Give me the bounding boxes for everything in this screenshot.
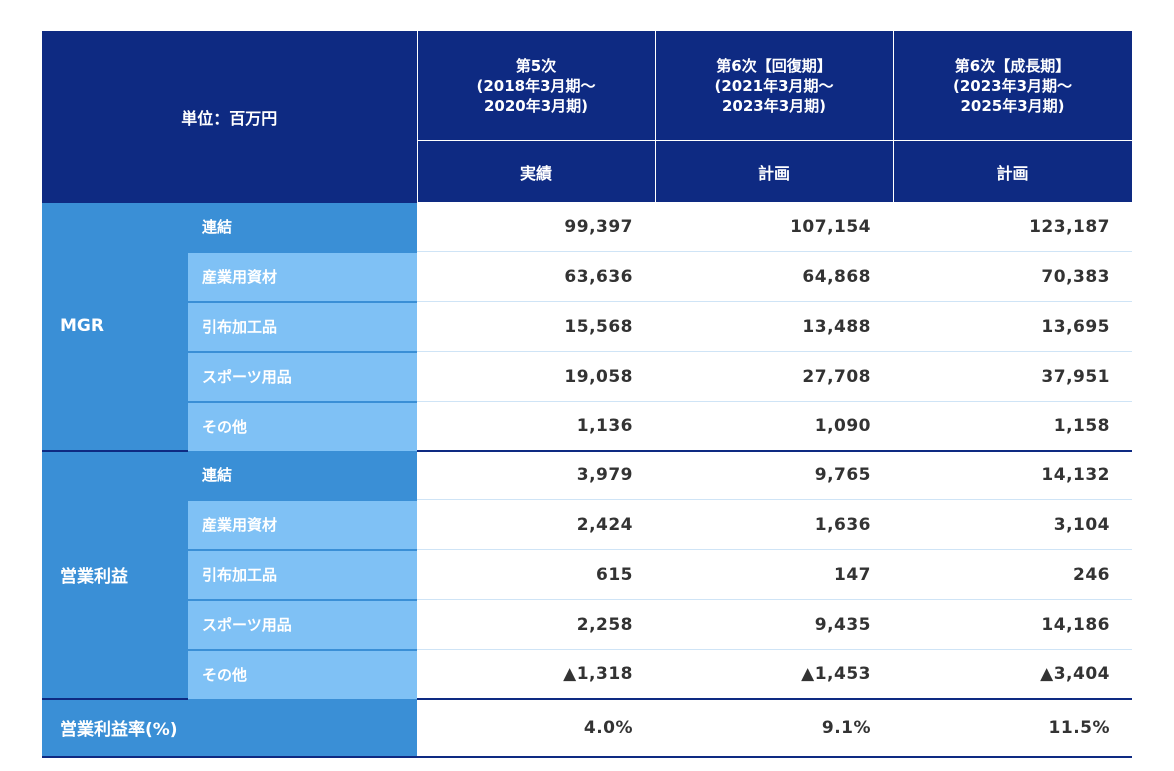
table-cell: 2,424 <box>417 499 656 550</box>
column-type-2: 計画 <box>654 140 894 203</box>
table-cell: 9.1% <box>655 698 894 758</box>
table-cell: 615 <box>417 549 656 600</box>
table-cell: 11.5% <box>893 698 1133 758</box>
row-label: 産業用資材 <box>188 251 418 303</box>
table-row: 引布加工品 615 147 246 <box>42 549 1133 601</box>
row-label: 連結 <box>188 202 418 253</box>
column-type-1: 実績 <box>416 140 656 203</box>
row-label: 引布加工品 <box>188 301 418 353</box>
table-row: スポーツ用品 19,058 27,708 37,951 <box>42 351 1133 403</box>
period-3-range-end: 2025年3月期) <box>960 96 1065 115</box>
table-row: スポーツ用品 2,258 9,435 14,186 <box>42 599 1133 651</box>
period-2-range-start: (2021年3月期〜 <box>714 76 834 95</box>
group-label-mgr: MGR <box>42 202 188 452</box>
table-row: その他 1,136 1,090 1,158 <box>42 401 1133 452</box>
column-header-period-2: 第6次【回復期】 (2021年3月期〜 2023年3月期) <box>654 30 894 141</box>
column-header-period-3: 第6次【成長期】 (2023年3月期〜 2025年3月期) <box>892 30 1133 141</box>
table-cell: 27,708 <box>655 351 894 402</box>
table-cell: 1,090 <box>655 401 894 452</box>
table-cell: 13,695 <box>893 301 1133 352</box>
table-cell: 1,636 <box>655 499 894 550</box>
row-label: その他 <box>188 649 418 699</box>
table-cell: 19,058 <box>417 351 656 402</box>
column-header-period-1: 第5次 (2018年3月期〜 2020年3月期) <box>416 30 656 141</box>
row-label: スポーツ用品 <box>188 599 418 651</box>
column-type-3: 計画 <box>892 140 1133 203</box>
period-1-range-end: 2020年3月期) <box>483 96 589 115</box>
table-cell: 63,636 <box>417 251 656 302</box>
row-label: 引布加工品 <box>188 549 418 601</box>
period-3-range-start: (2023年3月期〜 <box>952 76 1073 95</box>
table-cell: 147 <box>655 549 894 600</box>
period-1-range-start: (2018年3月期〜 <box>476 76 596 95</box>
table-row: 引布加工品 15,568 13,488 13,695 <box>42 301 1133 353</box>
table-cell: 9,765 <box>655 450 894 500</box>
table-cell: 2,258 <box>417 599 656 650</box>
period-1-title: 第5次 <box>515 56 557 75</box>
header-row-period: 単位：百万円 第5次 (2018年3月期〜 2020年3月期) 第6次【回復期】… <box>42 30 1133 203</box>
table-cell: 246 <box>893 549 1133 600</box>
table-cell: ▲1,453 <box>655 649 894 700</box>
table-cell: 14,186 <box>893 599 1133 650</box>
table-cell: 37,951 <box>893 351 1133 402</box>
table-row: その他 ▲1,318 ▲1,453 ▲3,404 <box>42 649 1133 700</box>
period-3-title: 第6次【成長期】 <box>954 56 1071 75</box>
table-cell: 14,132 <box>893 450 1133 500</box>
period-2-title: 第6次【回復期】 <box>716 56 832 75</box>
row-label: 産業用資材 <box>188 499 418 551</box>
table-cell: 9,435 <box>655 599 894 650</box>
table-cell: ▲1,318 <box>417 649 656 700</box>
table-row: 営業利益 連結 3,979 9,765 14,132 <box>42 450 1133 700</box>
table-cell: 1,158 <box>893 401 1133 452</box>
table-row-operating-margin: 営業利益率(%) 4.0% 9.1% 11.5% <box>42 698 1133 758</box>
table-cell: 3,979 <box>417 450 656 500</box>
table-cell: 13,488 <box>655 301 894 352</box>
table-cell: ▲3,404 <box>893 649 1133 700</box>
table-row: MGR 連結 99,397 107,154 123,187 <box>42 202 1133 452</box>
unit-label: 単位：百万円 <box>42 30 418 203</box>
row-label: スポーツ用品 <box>188 351 418 403</box>
table-cell: 4.0% <box>417 698 656 758</box>
table-cell: 70,383 <box>893 251 1133 302</box>
table-row: 産業用資材 63,636 64,868 70,383 <box>42 251 1133 303</box>
header-row-type: 実績 計画 計画 <box>42 140 1133 203</box>
table-cell: 1,136 <box>417 401 656 452</box>
row-label: その他 <box>188 401 418 451</box>
period-2-range-end: 2023年3月期) <box>721 96 827 115</box>
operating-margin-label: 営業利益率(%) <box>42 698 418 758</box>
table-cell: 107,154 <box>655 202 894 252</box>
row-label: 連結 <box>188 450 418 501</box>
table-cell: 15,568 <box>417 301 656 352</box>
table-cell: 3,104 <box>893 499 1133 550</box>
table-row: 産業用資材 2,424 1,636 3,104 <box>42 499 1133 551</box>
group-label-operating-profit: 営業利益 <box>42 450 188 700</box>
mgr-plan-table: 単位：百万円 第5次 (2018年3月期〜 2020年3月期) 第6次【回復期】… <box>42 30 1133 758</box>
table-cell: 64,868 <box>655 251 894 302</box>
table-cell: 99,397 <box>417 202 656 252</box>
table-cell: 123,187 <box>893 202 1133 252</box>
